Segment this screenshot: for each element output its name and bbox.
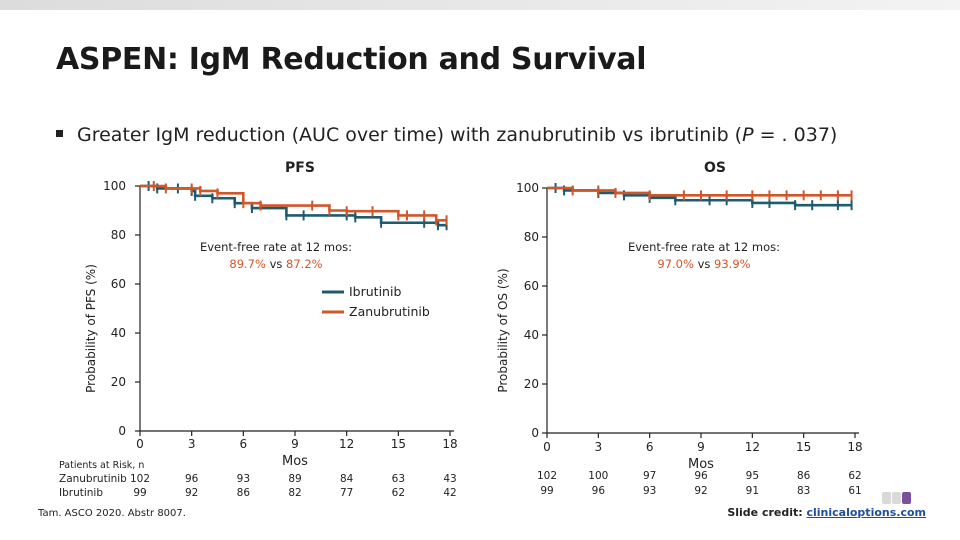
pfs-x-label: Mos	[282, 454, 308, 469]
pfs-at-risk-row-label: Ibrutinib	[59, 487, 103, 499]
os-xtick-label: 0	[543, 440, 551, 454]
pfs-at-risk-value: 89	[288, 473, 301, 485]
pfs-at-risk-value: 77	[340, 487, 353, 499]
pfs-at-risk-value: 62	[392, 487, 405, 499]
os-at-risk-value: 86	[797, 470, 811, 482]
os-at-risk-value: 93	[643, 485, 656, 497]
pfs-ytick-label: 80	[111, 228, 126, 242]
pfs-xtick-label: 18	[442, 437, 457, 451]
pfs-at-risk-value: 82	[288, 487, 301, 499]
slide-credit: Slide credit: clinicaloptions.com	[727, 506, 926, 519]
os-xtick-label: 3	[595, 440, 603, 454]
pfs-at-risk-value: 42	[443, 487, 456, 499]
pfs-title: PFS	[285, 160, 315, 176]
pfs-legend-label: Zanubrutinib	[349, 304, 430, 319]
os-annotation-values: 97.0% vs 93.9%	[657, 257, 750, 271]
os-ytick-label: 60	[524, 279, 539, 293]
os-at-risk-value: 91	[746, 485, 759, 497]
citation: Tam. ASCO 2020. Abstr 8007.	[38, 508, 186, 519]
pfs-annotation-vs: vs	[266, 257, 286, 271]
os-at-risk-value: 97	[643, 470, 656, 482]
os-annotation-ibru: 93.9%	[714, 257, 751, 271]
os-chart: OS 0 20 40 60 80 100 0 3 6 9 12 15 18 Mos Probability o…	[496, 160, 863, 497]
pfs-xtick-label: 12	[339, 437, 354, 451]
pfs-at-risk-row-label: Zanubrutinib	[59, 473, 127, 485]
pfs-at-risk-value: 96	[185, 473, 199, 485]
logo-box-3	[902, 492, 911, 504]
pfs-legend-label: Ibrutinib	[349, 284, 401, 299]
pfs-at-risk-header: Patients at Risk, n	[59, 460, 144, 471]
pfs-annotation-ibru: 87.2%	[286, 257, 323, 271]
os-at-risk-value: 62	[848, 470, 861, 482]
credit-link[interactable]: clinicaloptions.com	[806, 506, 927, 519]
cco-logo	[882, 489, 924, 504]
pfs-xtick-label: 9	[291, 437, 299, 451]
pfs-ytick-label: 0	[118, 424, 126, 438]
os-xtick-label: 12	[745, 440, 760, 454]
pfs-xtick-label: 0	[136, 437, 144, 451]
logo-box-2	[892, 492, 901, 504]
pfs-ytick-label: 60	[111, 277, 126, 291]
os-series-zanubrutinib	[547, 186, 852, 197]
os-xtick-label: 18	[847, 440, 862, 454]
pfs-ytick-label: 20	[111, 375, 126, 389]
os-at-risk-value: 95	[746, 470, 759, 482]
pfs-series-zanubrutinib	[140, 184, 447, 222]
os-annotation-label: Event-free rate at 12 mos:	[628, 240, 780, 254]
os-at-risk-value: 100	[588, 470, 608, 482]
os-at-risk-value: 99	[540, 485, 553, 497]
top-band	[0, 0, 960, 10]
os-at-risk-value: 83	[797, 485, 810, 497]
os-x-label: Mos	[688, 457, 714, 472]
pfs-ytick-label: 40	[111, 326, 126, 340]
os-xtick-label: 15	[796, 440, 811, 454]
pfs-at-risk-value: 84	[340, 473, 354, 485]
os-at-risk-value: 61	[848, 485, 861, 497]
pfs-at-risk-value: 99	[133, 487, 146, 499]
logo-box-1	[882, 492, 891, 504]
os-ytick-label: 100	[516, 181, 539, 195]
pfs-at-risk-value: 102	[130, 473, 150, 485]
os-ytick-label: 80	[524, 230, 539, 244]
os-xtick-label: 6	[646, 440, 654, 454]
os-ytick-label: 20	[524, 377, 539, 391]
os-at-risk-value: 102	[537, 470, 557, 482]
pfs-chart: PFS 0 20 40 60 80 100 0 3 6 9 12 15 18 Mos Probability …	[59, 160, 458, 499]
pfs-at-risk-value: 93	[237, 473, 250, 485]
bullet-point: Greater IgM reduction (AUC over time) wi…	[56, 124, 837, 146]
os-annotation-vs: vs	[694, 257, 714, 271]
os-at-risk-value: 96	[592, 485, 606, 497]
os-ytick-label: 40	[524, 328, 539, 342]
pfs-ytick-label: 100	[103, 179, 126, 193]
pfs-xtick-label: 6	[240, 437, 248, 451]
pfs-annotation-zanu: 89.7%	[229, 257, 266, 271]
pfs-y-label: Probability of PFS (%)	[84, 264, 98, 393]
os-title: OS	[704, 160, 726, 176]
os-at-risk-value: 96	[694, 470, 708, 482]
pfs-at-risk-value: 43	[443, 473, 456, 485]
os-y-label: Probability of OS (%)	[496, 268, 510, 392]
slide-title: ASPEN: IgM Reduction and Survival	[56, 42, 647, 77]
os-annotation-zanu: 97.0%	[657, 257, 694, 271]
pfs-annotation-label: Event-free rate at 12 mos:	[200, 240, 352, 254]
pfs-xtick-label: 15	[391, 437, 406, 451]
pfs-at-risk-value: 63	[392, 473, 405, 485]
bullet-square-icon	[56, 130, 63, 137]
pfs-at-risk-value: 92	[185, 487, 198, 499]
pfs-at-risk-value: 86	[237, 487, 251, 499]
pfs-xtick-label: 3	[188, 437, 196, 451]
os-xtick-label: 9	[697, 440, 705, 454]
os-ytick-label: 0	[531, 426, 539, 440]
pfs-annotation-values: 89.7% vs 87.2%	[229, 257, 322, 271]
os-at-risk-value: 92	[694, 485, 707, 497]
